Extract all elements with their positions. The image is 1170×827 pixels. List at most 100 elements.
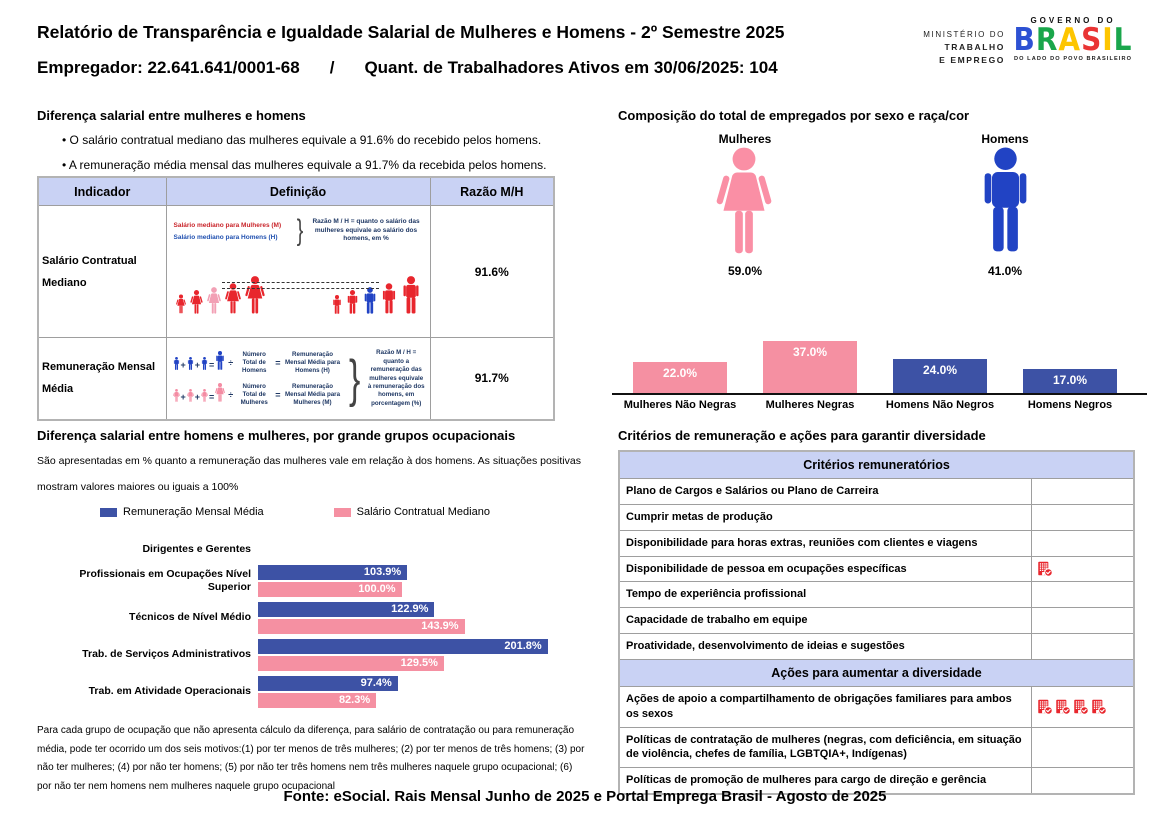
occupational-row: Técnicos de Nível Médio 122.9% 143.9% <box>37 599 557 636</box>
divide-symbol: ÷ <box>228 357 234 368</box>
men-divisor-label: Número Total de Homens <box>242 351 267 374</box>
occupational-category-label: Trab. de Serviços Administrativos <box>82 648 251 661</box>
criteria-row: Ações de apoio a compartilhamento de obr… <box>618 685 1135 728</box>
plus-symbol: + <box>180 391 186 402</box>
occupational-category-label: Profissionais em Ocupações Nível Superio… <box>79 568 251 593</box>
bar-value: 129.5% <box>258 655 444 671</box>
source-footer: Fonte: eSocial. Rais Mensal Junho de 202… <box>283 788 887 805</box>
indicator-table: Indicador Definição Razão M/H Salário Co… <box>37 176 555 421</box>
plus-symbol: + <box>194 391 201 402</box>
median-dashed-line <box>221 282 379 289</box>
man-icon <box>382 283 395 314</box>
criteria-label: Proatividade, desenvolvimento de ideias … <box>618 633 1032 660</box>
man-icon <box>332 295 341 314</box>
men-percentage: 41.0% <box>987 264 1023 278</box>
man-icon <box>364 287 375 314</box>
col-header-razao: Razão M/H <box>429 176 555 206</box>
man-icon <box>173 356 179 370</box>
man-icon <box>201 356 208 370</box>
median-men-label: Salário mediano para Homens (H) <box>173 233 278 241</box>
criteria-table: Critérios remuneratórios Plano de Cargos … <box>618 450 1136 796</box>
ministry-line1: MINISTÉRIO DO <box>923 30 1005 39</box>
criteria-row: Tempo de experiência profissional <box>618 581 1135 609</box>
bar-percentage-label: 24.0% <box>922 363 958 378</box>
divide-symbol: ÷ <box>228 389 234 400</box>
employer-id: Empregador: 22.641.641/0001-68 <box>37 58 300 77</box>
women-divisor-label: Número Total de Mulheres <box>240 383 268 406</box>
bar-value: 37.0% <box>763 341 857 393</box>
ratio-median-value: 91.6% <box>429 205 555 338</box>
woman-pictogram <box>716 147 772 260</box>
woman-icon <box>201 388 208 402</box>
criteria-section-header-remuneratorios: Critérios remuneratórios <box>618 450 1135 479</box>
man-icon <box>984 147 1027 252</box>
criteria-status-cell <box>1030 726 1135 769</box>
women-result-label: Remuneração Mensal Média para Mulheres (… <box>285 383 341 406</box>
brand-letter: I <box>1102 21 1114 58</box>
company-check-icon <box>1055 699 1071 715</box>
col-header-indicador: Indicador <box>37 176 167 206</box>
mean-ratio-explanation: Razão M / H = quanto a remuneração das m… <box>367 349 425 407</box>
criteria-status-cell <box>1030 633 1135 660</box>
bullet-mean-salary: A remuneração média mensal das mulheres … <box>62 158 547 172</box>
brand-letter: R <box>1035 21 1059 58</box>
brand-letter: B <box>1013 21 1036 58</box>
man-icon <box>187 356 193 370</box>
bar-value: 143.9% <box>258 618 465 634</box>
criteria-status-cell <box>1030 607 1135 635</box>
bar-value: 100.0% <box>258 581 402 597</box>
woman-icon <box>175 294 186 314</box>
bar-category-label: Mulheres Negras <box>765 399 855 411</box>
criteria-row: Políticas de contratação de mulheres (ne… <box>618 726 1135 769</box>
brace-icon: } <box>296 214 303 247</box>
brand-letter: S <box>1081 21 1103 58</box>
bar-category-label: Homens Não Negros <box>885 399 995 411</box>
occupational-bar-chart: Dirigentes e Gerentes Profissionais em Oc… <box>37 537 557 710</box>
definition-diagram-median: Salário mediano para Mulheres (M) Salári… <box>165 205 431 338</box>
median-people-diagram <box>175 256 421 314</box>
men-result-label: Remuneração Mensal Média para Homens (H) <box>285 351 341 374</box>
woman-icon <box>206 287 221 314</box>
legend-label: Remuneração Mensal Média <box>123 506 264 518</box>
occupational-footnote: Para cada grupo de ocupação que não apre… <box>37 725 585 792</box>
bar-value: 22.0% <box>633 362 727 393</box>
occupational-category-label: Dirigentes e Gerentes <box>142 543 251 556</box>
occupational-bar-group: 122.9% 143.9% <box>258 601 557 634</box>
occupational-bar-group: 97.4% 82.3% <box>258 675 557 708</box>
ministry-of-labor-logo: MINISTÉRIO DO TRABALHO E EMPREGO <box>895 30 1005 68</box>
bar-value: 103.9% <box>258 564 408 580</box>
definition-diagram-mean: + + = ÷ Número Total de Homens = <box>165 337 431 420</box>
equals-symbol: = <box>209 391 215 402</box>
criteria-status-cell <box>1030 767 1135 795</box>
criteria-row: Disponibilidade para horas extras, reuni… <box>618 529 1135 557</box>
occupational-bar-group: 201.8% 129.5% <box>258 638 557 671</box>
subtitle-separator: / <box>329 58 335 77</box>
woman-icon <box>716 147 772 254</box>
median-ratio-explanation: Razão M / H = quanto o salário das mulhe… <box>312 217 420 243</box>
criteria-row: Capacidade de trabalho em equipe <box>618 607 1135 635</box>
bar-value: 17.0% <box>1023 369 1117 393</box>
equals-symbol: = <box>275 389 281 400</box>
section-title-composition: Composição do total de empregados por se… <box>618 108 970 123</box>
ministry-line3: E EMPREGO <box>939 55 1005 65</box>
chart-baseline <box>612 393 1147 395</box>
criteria-status-cell <box>1030 581 1135 609</box>
man-pictogram <box>978 147 1033 258</box>
gov-tagline: DO LADO DO POVO BRASILEIRO <box>1013 56 1133 63</box>
criteria-status-cell <box>1030 555 1135 583</box>
occupational-subtitle-1: São apresentadas em % quanto a remuneraç… <box>37 455 581 467</box>
criteria-label: Políticas de contratação de mulheres (ne… <box>618 726 1032 769</box>
criteria-label: Cumprir metas de produção <box>618 503 1032 531</box>
brand-letter: L <box>1113 21 1133 58</box>
bar-value: 201.8% <box>258 638 548 654</box>
men-pictogram-label: Homens <box>981 132 1029 146</box>
company-check-icon <box>1073 699 1089 715</box>
company-check-icon <box>1037 561 1053 577</box>
criteria-label: Plano de Cargos e Salários ou Plano de C… <box>618 478 1032 505</box>
bar-value: 97.4% <box>258 675 398 691</box>
criteria-label: Políticas de promoção de mulheres para c… <box>618 767 1032 795</box>
brace-icon: } <box>348 349 360 408</box>
man-icon <box>347 290 357 314</box>
chart-legend: Remuneração Mensal Média Salário Contrat… <box>37 506 553 518</box>
